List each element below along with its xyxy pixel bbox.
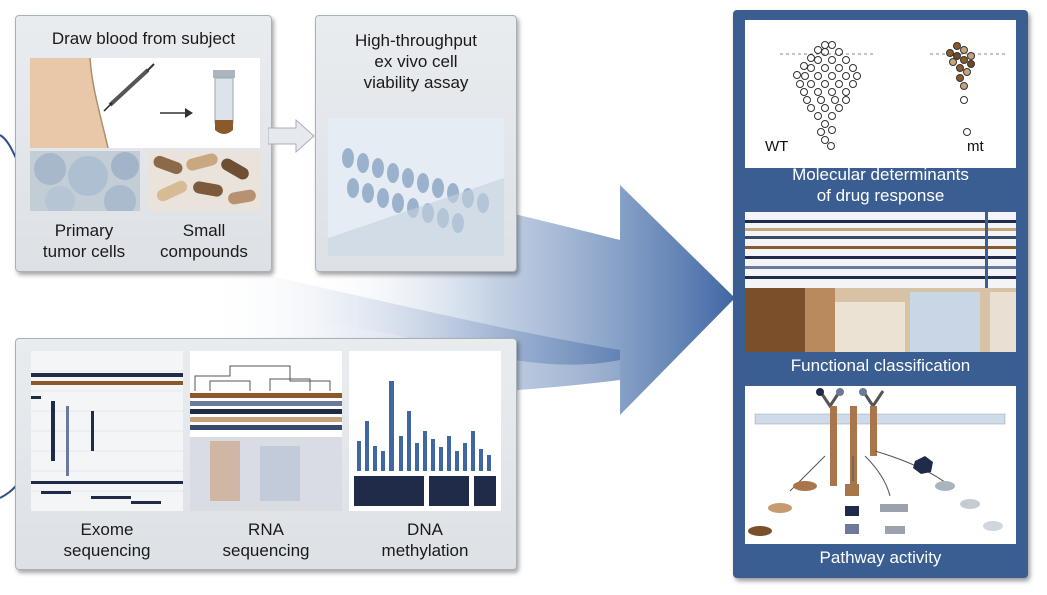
- sample-panel: Draw blood from subject: [15, 15, 272, 272]
- exome-label: Exome sequencing: [31, 519, 183, 561]
- wt-label: WT: [765, 138, 788, 155]
- rna-heatmap: [190, 351, 342, 511]
- small-compounds-image: [148, 151, 261, 211]
- assay-title: High-throughput ex vivo cell viability a…: [316, 30, 516, 93]
- microplate-image: [328, 118, 504, 256]
- beeswarm-plot: WT mt: [745, 20, 1016, 168]
- omics-panel: Exome sequencing RNA sequencing DNA meth…: [15, 338, 517, 570]
- mt-label: mt: [967, 138, 984, 155]
- dna-methylation-chart: [349, 351, 501, 511]
- blood-draw-illustration: [30, 58, 260, 148]
- primary-tumor-cells-image: [30, 151, 140, 211]
- connector-arrow: [268, 118, 318, 154]
- functional-classification-label: Functional classification: [733, 355, 1028, 376]
- sample-title: Draw blood from subject: [16, 28, 271, 49]
- assay-panel: High-throughput ex vivo cell viability a…: [315, 15, 517, 272]
- pathway-activity-label: Pathway activity: [733, 547, 1028, 568]
- exome-heatmap: [31, 351, 183, 511]
- primary-tumor-cells-label: Primary tumor cells: [24, 220, 144, 262]
- dna-label: DNA methylation: [349, 519, 501, 561]
- small-compounds-label: Small compounds: [144, 220, 264, 262]
- rna-label: RNA sequencing: [190, 519, 342, 561]
- molecular-determinants-label: Molecular determinants of drug response: [733, 164, 1028, 206]
- pathway-diagram: [745, 386, 1016, 544]
- functional-heatmap: [745, 212, 1016, 352]
- results-panel: WT mt Molecular determinants of drug res…: [733, 10, 1028, 578]
